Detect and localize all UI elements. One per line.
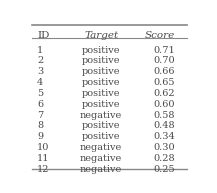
Text: Score: Score	[145, 30, 175, 40]
Text: negative: negative	[80, 143, 122, 152]
Text: positive: positive	[82, 132, 120, 141]
Text: 0.70: 0.70	[153, 56, 175, 65]
Text: positive: positive	[82, 46, 120, 55]
Text: 0.30: 0.30	[153, 143, 175, 152]
Text: 0.34: 0.34	[153, 132, 175, 141]
Text: 6: 6	[37, 100, 43, 109]
Text: 0.65: 0.65	[154, 78, 175, 87]
Text: positive: positive	[82, 56, 120, 65]
Text: negative: negative	[80, 154, 122, 163]
Text: 12: 12	[37, 165, 50, 174]
Text: 7: 7	[37, 111, 43, 120]
Text: positive: positive	[82, 67, 120, 76]
Text: 0.60: 0.60	[154, 100, 175, 109]
Text: 8: 8	[37, 121, 43, 130]
Text: 0.71: 0.71	[153, 46, 175, 55]
Text: 11: 11	[37, 154, 50, 163]
Text: positive: positive	[82, 78, 120, 87]
Text: Target: Target	[84, 30, 118, 40]
Text: 0.58: 0.58	[154, 111, 175, 120]
Text: 0.66: 0.66	[154, 67, 175, 76]
Text: negative: negative	[80, 165, 122, 174]
Text: 5: 5	[37, 89, 43, 98]
Text: positive: positive	[82, 121, 120, 130]
Text: ID: ID	[37, 30, 50, 40]
Text: 0.28: 0.28	[153, 154, 175, 163]
Text: 3: 3	[37, 67, 43, 76]
Text: 2: 2	[37, 56, 43, 65]
Text: 4: 4	[37, 78, 43, 87]
Text: 0.25: 0.25	[153, 165, 175, 174]
Text: 9: 9	[37, 132, 43, 141]
Text: positive: positive	[82, 89, 120, 98]
Text: 1: 1	[37, 46, 43, 55]
Text: 10: 10	[37, 143, 50, 152]
Text: positive: positive	[82, 100, 120, 109]
Text: negative: negative	[80, 111, 122, 120]
Text: 0.62: 0.62	[153, 89, 175, 98]
Text: 0.48: 0.48	[153, 121, 175, 130]
